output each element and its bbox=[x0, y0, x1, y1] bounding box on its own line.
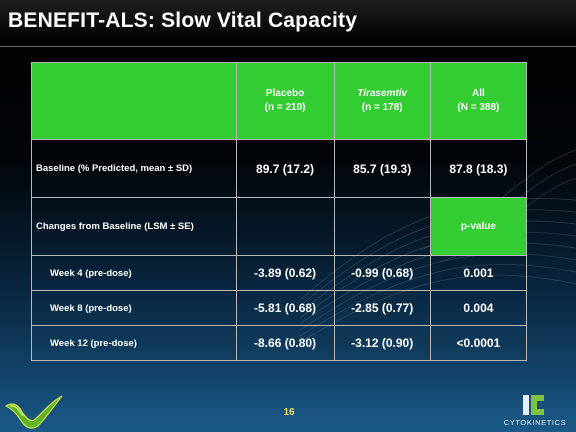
baseline-placebo: 89.7 (17.2) bbox=[235, 139, 335, 198]
table-row: Week 8 (pre-dose) -5.81 (0.68) -2.85 (0.… bbox=[31, 290, 528, 326]
header-tirasemtiv-name: Tirasemtiv bbox=[357, 88, 408, 99]
baseline-tirasemtiv: 85.7 (19.3) bbox=[333, 139, 431, 198]
table-header-row: Placebo (n = 210) Tirasemtiv (n = 178) A… bbox=[31, 62, 528, 140]
table-row: Week 4 (pre-dose) -3.89 (0.62) -0.99 (0.… bbox=[31, 255, 528, 291]
changes-row: Changes from Baseline (LSM ± SE) p-value bbox=[31, 197, 528, 256]
cytokinetics-mark-icon bbox=[523, 395, 544, 415]
header-placebo: Placebo (n = 210) bbox=[235, 62, 335, 140]
header-placebo-name: Placebo bbox=[265, 88, 305, 99]
header-tirasemtiv: Tirasemtiv (n = 178) bbox=[333, 62, 431, 140]
pvalue-header: p-value bbox=[429, 197, 528, 256]
header-corner-cell bbox=[31, 62, 237, 140]
baseline-all: 87.8 (18.3) bbox=[429, 139, 528, 198]
svc-results-table: Placebo (n = 210) Tirasemtiv (n = 178) A… bbox=[31, 62, 528, 361]
week-tirasemtiv-value: -2.85 (0.77) bbox=[333, 290, 431, 326]
header-all-name: All bbox=[472, 88, 485, 99]
week-placebo-value: -8.66 (0.80) bbox=[235, 325, 335, 361]
green-swoosh-logo-icon bbox=[4, 395, 63, 429]
page-number: 16 bbox=[283, 407, 295, 418]
changes-empty-tirasemtiv bbox=[333, 197, 431, 256]
week-tirasemtiv-value: -0.99 (0.68) bbox=[333, 255, 431, 291]
week-label: Week 12 (pre-dose) bbox=[31, 325, 237, 361]
table-row: Week 12 (pre-dose) -8.66 (0.80) -3.12 (0… bbox=[31, 325, 528, 361]
header-tirasemtiv-n: (n = 178) bbox=[361, 102, 403, 113]
week-pvalue: 0.004 bbox=[429, 290, 528, 326]
week-placebo-value: -3.89 (0.62) bbox=[235, 255, 335, 291]
title-bar: BENEFIT-ALS: Slow Vital Capacity bbox=[0, 0, 576, 47]
brand-name: CYTOKINETICS bbox=[503, 418, 567, 427]
changes-empty-placebo bbox=[235, 197, 335, 256]
slide-title: BENEFIT-ALS: Slow Vital Capacity bbox=[8, 9, 358, 32]
week-tirasemtiv-value: -3.12 (0.90) bbox=[333, 325, 431, 361]
baseline-row: Baseline (% Predicted, mean ± SD) 89.7 (… bbox=[31, 139, 528, 198]
baseline-label: Baseline (% Predicted, mean ± SD) bbox=[31, 139, 237, 198]
header-all: All (N = 388) bbox=[429, 62, 528, 140]
week-placebo-value: -5.81 (0.68) bbox=[235, 290, 335, 326]
week-label: Week 4 (pre-dose) bbox=[31, 255, 237, 291]
week-pvalue: 0.001 bbox=[429, 255, 528, 291]
header-all-n: (N = 388) bbox=[457, 102, 500, 113]
week-label: Week 8 (pre-dose) bbox=[31, 290, 237, 326]
header-placebo-n: (n = 210) bbox=[264, 102, 306, 113]
week-pvalue: <0.0001 bbox=[429, 325, 528, 361]
changes-label: Changes from Baseline (LSM ± SE) bbox=[31, 197, 237, 256]
